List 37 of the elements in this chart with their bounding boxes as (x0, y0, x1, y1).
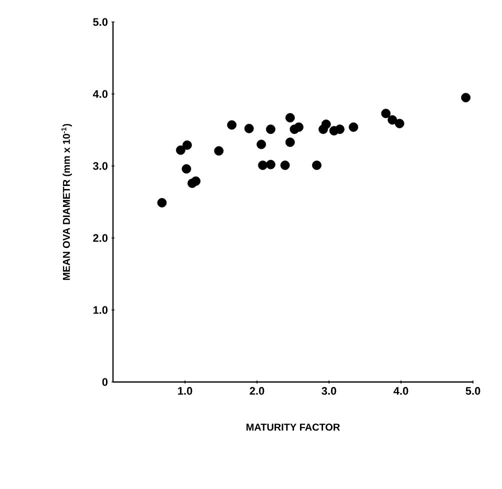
y-tick-label: 2.0 (93, 234, 108, 242)
y-tick-label: 1.0 (93, 306, 108, 314)
y-axis-title: MEAN OVA DIAMETR (mm x 10$^{-1}$) (61, 124, 72, 280)
x-tick-label: 2.0 (250, 387, 264, 395)
point (191, 176, 200, 186)
y-tick-label: 4.0 (92, 90, 108, 98)
y-tick-label: 3.0 (93, 162, 108, 170)
point (182, 140, 192, 150)
y-tick-label: 0 (102, 378, 108, 386)
point (348, 122, 358, 132)
point (461, 92, 470, 102)
point (280, 160, 290, 170)
point (381, 108, 391, 118)
x-tick-label: 5.0 (466, 387, 480, 395)
point (176, 145, 186, 155)
point (388, 115, 398, 125)
point (157, 198, 167, 208)
point (285, 138, 295, 147)
point (214, 146, 224, 156)
y-tick-label: 5.0 (93, 18, 108, 26)
x-tick-label: 3.0 (322, 387, 336, 395)
x-tick-label: 4.0 (394, 387, 408, 395)
point (256, 140, 266, 150)
x-axis-title: MATURITY FACTOR (246, 424, 340, 431)
point (321, 120, 331, 129)
point (266, 124, 276, 134)
point (394, 118, 404, 128)
x-tick-label: 1.0 (178, 387, 192, 395)
point (227, 120, 236, 130)
point (266, 160, 276, 170)
point (258, 160, 268, 170)
point (312, 160, 322, 170)
point (182, 164, 192, 174)
point (335, 124, 344, 134)
point (285, 113, 295, 122)
point (244, 124, 254, 134)
point (294, 122, 304, 132)
